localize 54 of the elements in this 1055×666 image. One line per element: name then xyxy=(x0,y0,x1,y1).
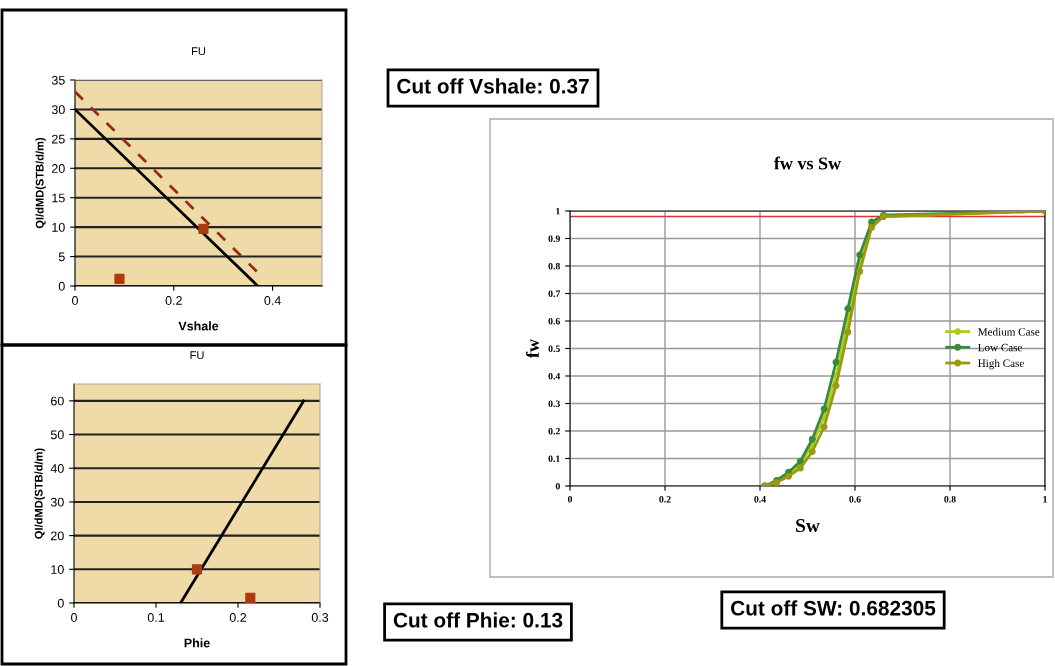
text: Cut off Phie: 0.13 xyxy=(393,612,563,628)
x-tick-label: 0.2 xyxy=(165,296,182,305)
x-axis-title: Phie xyxy=(184,638,210,648)
y-tick-label: 10 xyxy=(52,222,65,232)
x-tick-label: 1 xyxy=(1043,496,1047,503)
chart-title: FU xyxy=(190,351,204,360)
y-tick-label: 30 xyxy=(51,105,65,115)
y-tick-label: 0.4 xyxy=(548,372,561,380)
y-tick-label: 40 xyxy=(50,464,64,473)
x-tick-label: 0 xyxy=(71,613,77,622)
x-tick-label: 0.8 xyxy=(944,496,956,503)
y-tick-label: 0.6 xyxy=(548,317,560,325)
y-tick-label: 0.2 xyxy=(548,427,560,435)
x-axis-title: Sw xyxy=(796,519,820,533)
y-tick-label: 25 xyxy=(52,134,65,144)
y-tick-label: 5 xyxy=(58,252,65,262)
y-tick-label: 35 xyxy=(51,75,65,85)
y-tick-label: 10 xyxy=(51,565,64,574)
y-tick-label: 0.5 xyxy=(548,345,560,353)
y-tick-label: 15 xyxy=(52,193,65,203)
y-tick-label: 0 xyxy=(57,598,64,608)
x-tick-label: 0.6 xyxy=(849,496,861,503)
x-tick-label: 0.1 xyxy=(147,613,165,622)
x-tick-label: 0.2 xyxy=(229,613,247,622)
y-tick-label: 1 xyxy=(556,207,560,215)
legend-label: Medium Case xyxy=(978,327,1040,336)
y-tick-label: 20 xyxy=(51,531,64,541)
x-tick-label: 0.3 xyxy=(311,613,329,622)
x-axis-title: Vshale xyxy=(178,321,219,331)
y-tick-label: 0 xyxy=(58,281,65,291)
y-tick-label: 0.7 xyxy=(548,290,561,298)
x-tick-label: 0 xyxy=(567,496,573,503)
y-tick-label: 0 xyxy=(555,482,560,490)
y-tick-label: 60 xyxy=(51,396,64,406)
chart-title: FU xyxy=(192,47,206,56)
y-axis-title: fw xyxy=(526,339,539,358)
y-axis-title: QI/dMD(STB/d/m) xyxy=(34,448,45,539)
x-tick-label: 0 xyxy=(72,296,78,305)
y-tick-label: 0.1 xyxy=(548,455,560,463)
y-tick-label: 0.3 xyxy=(548,400,560,408)
x-tick-label: 0.4 xyxy=(754,496,766,503)
y-axis-title: QI/dMD(STB/d/m) xyxy=(35,137,46,229)
x-tick-label: 0.4 xyxy=(264,296,281,305)
y-tick-label: 50 xyxy=(50,430,64,440)
y-tick-label: 20 xyxy=(52,164,65,173)
chart-title: fw vs Sw xyxy=(774,156,842,170)
text: Cut off SW: 0.682305 xyxy=(731,600,936,616)
legend-label: High Case xyxy=(978,359,1024,370)
y-tick-label: 0.9 xyxy=(548,235,560,243)
legend-label: Low Case xyxy=(978,343,1023,352)
x-tick-label: 0.2 xyxy=(659,496,671,503)
y-tick-label: 0.8 xyxy=(548,262,560,270)
y-tick-label: 30 xyxy=(50,497,64,507)
text: Cut off Vshale: 0.37 xyxy=(397,78,589,94)
